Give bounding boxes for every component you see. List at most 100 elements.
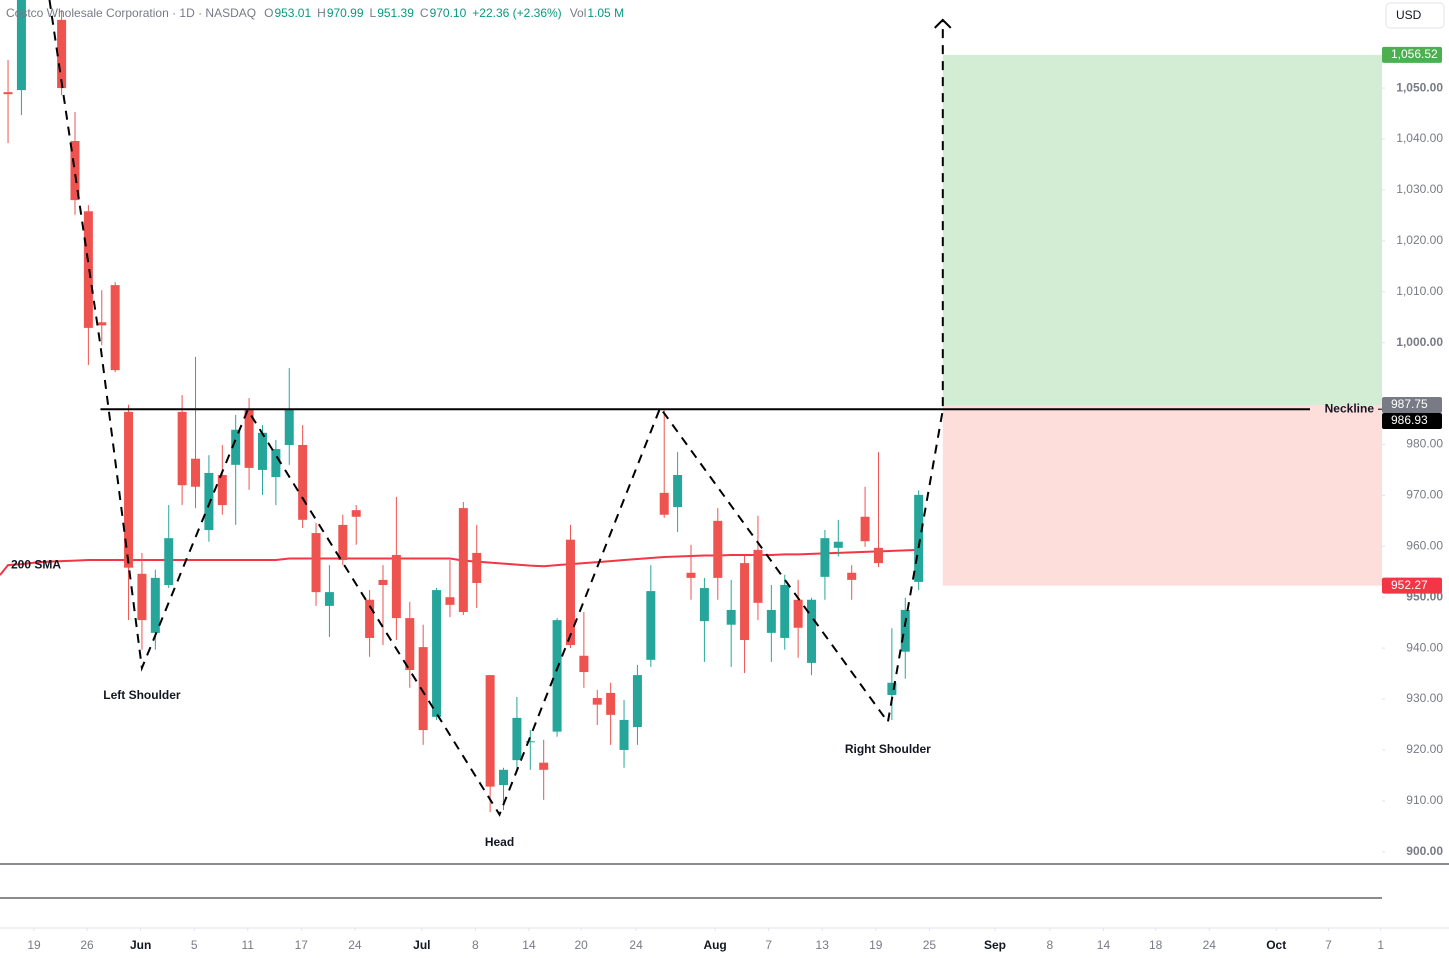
candle-body (512, 717, 522, 761)
candle-body (418, 647, 428, 731)
price-tag-label: 986.93 (1391, 413, 1428, 427)
header: Costco Wholesale Corporation · 1D · NASD… (6, 6, 624, 20)
candle-body (16, 0, 26, 91)
y-tick-label: 980.00 (1406, 437, 1443, 451)
candle-body (217, 475, 227, 506)
candle-body (659, 492, 669, 515)
candle-body (177, 411, 187, 486)
price-tag-label: 1,056.52 (1391, 47, 1438, 61)
candle-body (124, 411, 134, 568)
x-tick-label: 20 (575, 938, 589, 952)
x-tick-label: 25 (923, 938, 937, 952)
candle-body (365, 599, 375, 638)
x-tick-label: 11 (242, 938, 255, 952)
x-tick-label: 24 (1203, 938, 1217, 952)
candle-body (820, 538, 830, 577)
pattern-line (48, 0, 944, 817)
currency[interactable]: USD (1396, 8, 1422, 22)
x-tick-label: 18 (1149, 938, 1163, 952)
x-tick-label: 19 (869, 938, 883, 952)
candle-body (231, 429, 241, 465)
x-tick-label: 26 (80, 938, 94, 952)
header-text: H (317, 6, 326, 20)
candle-body (606, 692, 616, 715)
candle-body (766, 609, 776, 633)
candle-body (351, 510, 361, 517)
header-text: Vol (570, 6, 587, 20)
candle-body (70, 141, 80, 201)
candle-body (780, 584, 790, 638)
candle-body (592, 698, 602, 705)
candle-body (900, 609, 910, 652)
candle-body (445, 597, 455, 605)
x-tick-label: 14 (1097, 938, 1111, 952)
currency-button[interactable] (1385, 2, 1445, 29)
candle-body (499, 769, 509, 786)
axes: 900.00910.00920.00930.00940.00950.00960.… (27, 46, 1443, 952)
price-tag (1382, 413, 1442, 430)
y-tick-label: 1,050.00 (1396, 80, 1443, 94)
candle-body (713, 520, 723, 578)
candle-body (833, 541, 843, 548)
candle-body (458, 508, 468, 612)
x-tick-label: 8 (472, 938, 479, 952)
candle-body (472, 552, 482, 583)
neckline-label: Neckline (1325, 401, 1375, 415)
candle-body (338, 524, 348, 561)
y-tick-label: 970.00 (1406, 488, 1443, 502)
x-tick-label: 8 (1047, 938, 1054, 952)
header-text: O (264, 6, 273, 20)
candle-body (552, 620, 562, 732)
candle-body (726, 609, 736, 625)
x-tick-label: 7 (765, 938, 772, 952)
x-tick-label: Sep (984, 938, 1006, 952)
candle-body (485, 675, 495, 787)
candle-body (914, 494, 924, 582)
candle-body (57, 19, 67, 89)
y-tick-label: 1,010.00 (1396, 284, 1443, 298)
candle-body (97, 322, 107, 326)
header-text: C (420, 6, 429, 20)
candle-body (257, 432, 267, 470)
pattern-arrow (934, 18, 952, 29)
candle-body (699, 588, 709, 622)
plot-area (0, 0, 1382, 817)
candle-body (646, 591, 656, 660)
candle-body (244, 409, 254, 468)
x-tick-label: Aug (703, 938, 726, 952)
y-tick-label: 1,000.00 (1396, 335, 1443, 349)
candle-body (191, 458, 201, 487)
header-text: Costco Wholesale Corporation · 1D · NASD… (6, 6, 256, 20)
candle-body (673, 475, 683, 508)
candle-body (110, 285, 120, 371)
candle-body (298, 444, 308, 520)
price-tag-label: 952.27 (1391, 578, 1428, 592)
candle-body (539, 762, 549, 770)
candle-body (807, 599, 817, 663)
x-tick-label: 14 (522, 938, 536, 952)
header-text: 970.10 (430, 6, 467, 20)
sma-label: 200 SMA (11, 557, 61, 571)
candle-body (740, 563, 750, 640)
candle-body (793, 599, 803, 628)
candle-body (3, 92, 13, 95)
candle-body (150, 577, 160, 633)
pattern-annotation: Left Shoulder (103, 688, 181, 702)
candle-body (873, 547, 883, 564)
candle-body (405, 618, 415, 671)
candle-body (284, 409, 294, 445)
header-text: 970.99 (327, 6, 364, 20)
x-tick-label: 7 (1325, 938, 1332, 952)
candle-body (565, 539, 575, 646)
candle-body (311, 533, 321, 593)
target-zone (942, 54, 1382, 406)
header-text: 951.39 (377, 6, 414, 20)
y-tick-label: 960.00 (1406, 538, 1443, 552)
y-tick-label: 940.00 (1406, 640, 1443, 654)
price-tag (1382, 46, 1442, 63)
candle-body (432, 590, 442, 717)
candle-body (632, 675, 642, 728)
candle-body (324, 592, 334, 606)
y-tick-label: 920.00 (1406, 742, 1443, 756)
